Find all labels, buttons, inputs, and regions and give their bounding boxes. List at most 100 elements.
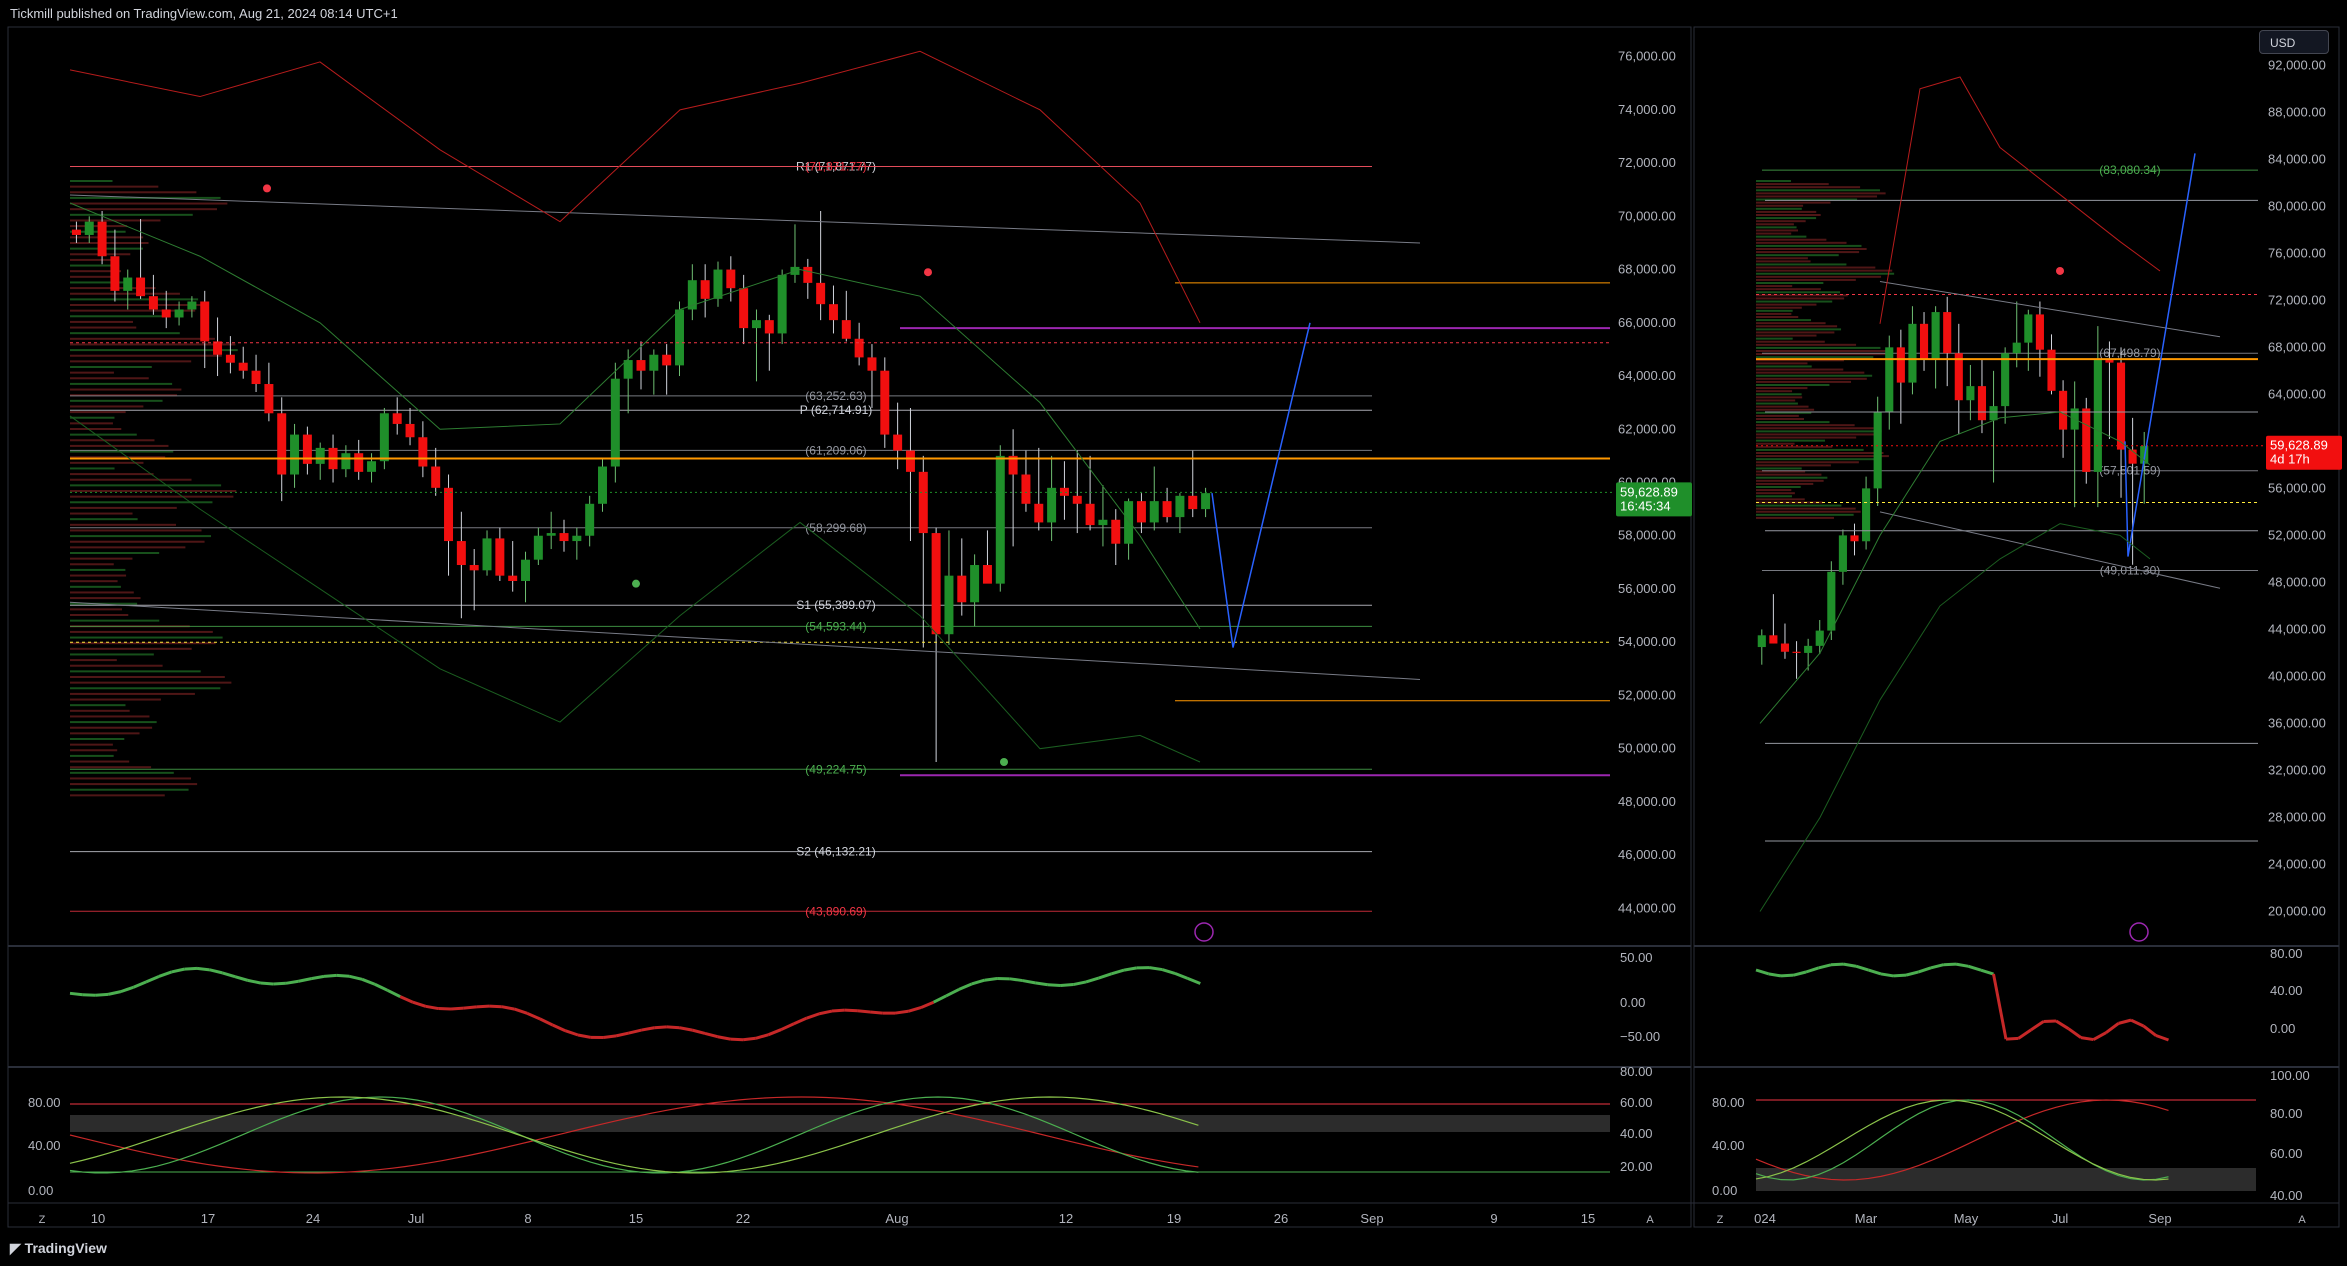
- volume-profile-bar: [1756, 186, 1861, 189]
- oscillator-segment: [1905, 970, 1919, 977]
- level-label: P (62,714.91): [800, 403, 873, 417]
- oscillator-segment: [1955, 962, 1969, 968]
- candle-body: [905, 450, 915, 472]
- volume-profile-bar: [70, 411, 126, 414]
- candle-body: [1780, 643, 1790, 652]
- volume-profile-bar: [70, 676, 225, 678]
- oscillator-segment: [1047, 983, 1061, 987]
- volume-profile-bar: [1756, 337, 1793, 340]
- volume-profile-bar: [70, 659, 117, 662]
- volume-profile-bar: [70, 467, 115, 470]
- volume-profile-bar: [70, 422, 113, 425]
- oscillator-segment: [1843, 962, 1857, 968]
- volume-profile-bar: [70, 461, 144, 464]
- volume-profile-bar: [70, 540, 205, 543]
- x-tick-label: Sep: [1360, 1211, 1383, 1226]
- candle-body: [379, 413, 389, 462]
- oscillator-segment: [132, 980, 147, 989]
- currency-button[interactable]: USD: [2259, 30, 2329, 54]
- candle-body: [1966, 386, 1975, 401]
- oscillator-segment: [1793, 970, 1807, 977]
- level-label: S2 (46,132.21): [796, 845, 875, 859]
- level-label: (57,501.59): [2099, 464, 2160, 478]
- stochastic-band: [1756, 1168, 2256, 1191]
- middle-band: [1759, 411, 2151, 724]
- y-tick-label: 92,000.00: [2268, 57, 2326, 72]
- volume-profile-bar: [1756, 198, 1858, 201]
- y-tick-label: 54,000.00: [1618, 634, 1676, 649]
- candle-body: [1757, 635, 1766, 648]
- y-tick-label-right: 20.00: [1620, 1159, 1653, 1174]
- oscillator-segment: [679, 1026, 693, 1032]
- candle-body: [1943, 312, 1952, 354]
- auto-scale-label: A: [2298, 1214, 2306, 1226]
- volume-profile-bar: [1756, 384, 1830, 386]
- candle-body: [2012, 342, 2021, 354]
- candle-body: [97, 221, 107, 257]
- volume-profile-bar: [1756, 482, 1814, 485]
- volume-profile-bar: [1756, 510, 1861, 513]
- candle-body: [931, 533, 941, 635]
- y-tick-label: 40,000.00: [2268, 668, 2326, 683]
- oscillator-segment: [399, 995, 414, 1004]
- oscillator-segment: [1022, 979, 1036, 985]
- candle-body: [713, 269, 723, 299]
- y-tick-label: 46,000.00: [1618, 847, 1676, 862]
- volume-profile-bar: [70, 743, 113, 746]
- volume-profile-bar: [70, 788, 189, 791]
- candle-body: [302, 434, 312, 464]
- publisher-header: Tickmill published on TradingView.com, A…: [10, 6, 398, 21]
- projection-path: [1211, 322, 1311, 648]
- candle-body: [2105, 359, 2114, 363]
- volume-profile-bar: [70, 258, 117, 261]
- candle-body: [970, 565, 980, 603]
- oscillator-segment: [209, 968, 223, 975]
- volume-profile-bar: [1756, 495, 1792, 498]
- volume-profile-bar: [70, 275, 113, 278]
- last-price-label: 59,628.89: [2270, 438, 2328, 453]
- timezone-label: Z: [1717, 1214, 1724, 1226]
- oscillator-segment: [1992, 973, 2008, 1040]
- volume-profile-bar: [1756, 458, 1880, 461]
- volume-profile-bar: [1756, 479, 1824, 482]
- volume-profile-bar: [1756, 303, 1817, 306]
- oscillator-segment: [374, 982, 389, 992]
- y-tick-label-left: 80.00: [1712, 1095, 1745, 1110]
- volume-profile-bar: [1756, 486, 1801, 488]
- y-tick-label: 56,000.00: [1618, 581, 1676, 596]
- lightning-icon: [2129, 922, 2149, 942]
- oscillator-segment: [2118, 1018, 2132, 1025]
- oscillator-segment: [539, 1017, 554, 1027]
- candle-body: [1919, 323, 1929, 360]
- volume-profile-bar: [70, 382, 173, 385]
- volume-profile-bar: [70, 478, 192, 481]
- volume-profile-bar: [1756, 374, 1873, 377]
- volume-profile-bar: [70, 298, 199, 301]
- volume-profile-bar: [70, 320, 133, 323]
- volume-profile-bar: [1756, 464, 1831, 467]
- volume-profile-bar: [1756, 421, 1830, 424]
- volume-profile-bar: [1756, 396, 1803, 399]
- candle-body: [2024, 314, 2033, 343]
- volume-profile-bar: [70, 439, 155, 442]
- volume-profile-bar: [70, 619, 160, 622]
- countdown-label: 4d 17h: [2270, 452, 2310, 467]
- y-tick-label: 40.00: [2270, 983, 2303, 998]
- candle-body: [2035, 314, 2044, 350]
- oscillator-segment: [984, 977, 998, 982]
- volume-profile-bar: [70, 191, 197, 194]
- volume-profile-bar: [1756, 343, 1857, 346]
- candle-body: [1201, 493, 1211, 510]
- candle-body: [1804, 645, 1813, 653]
- y-tick-label: 48,000.00: [2268, 574, 2326, 589]
- candle-body: [341, 453, 351, 470]
- oscillator-segment: [1098, 972, 1112, 980]
- candle-body: [1885, 347, 1894, 412]
- oscillator-segment: [818, 1009, 833, 1016]
- x-tick-label: Aug: [885, 1211, 908, 1226]
- volume-profile-bar: [1756, 399, 1796, 402]
- oscillator-segment: [273, 981, 286, 986]
- auto-scale-label: A: [1646, 1214, 1654, 1226]
- volume-profile-bar: [70, 495, 234, 498]
